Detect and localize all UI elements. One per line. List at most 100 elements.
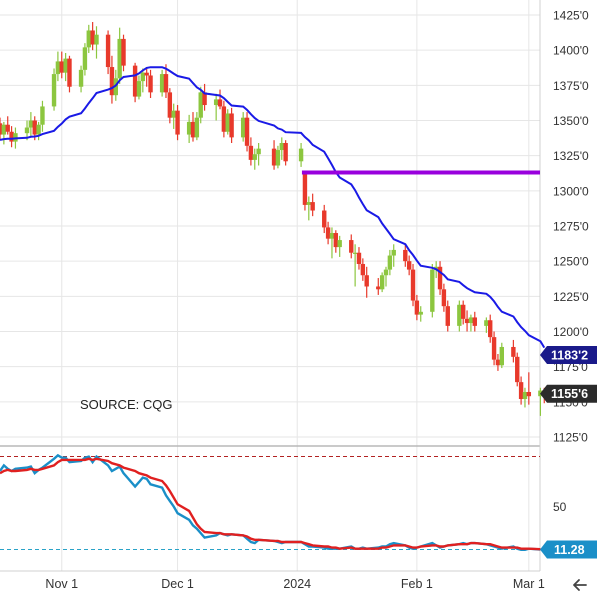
candle: [229, 107, 234, 144]
candle-body: [437, 266, 443, 290]
candle: [325, 221, 331, 245]
candle-body: [352, 252, 358, 254]
candle-body: [121, 38, 126, 66]
candle: [464, 310, 470, 332]
candle-body: [86, 30, 91, 48]
candle: [221, 100, 227, 138]
candle: [488, 314, 493, 343]
candle-body: [322, 210, 327, 228]
candle: [82, 43, 88, 76]
candle: [461, 300, 466, 325]
candle-body: [279, 143, 284, 151]
candle: [414, 294, 420, 321]
label-badge: [540, 540, 597, 559]
candle-body: [441, 289, 447, 307]
candle-body: [329, 233, 335, 239]
candle-body: [5, 124, 10, 132]
price-tick-label: 1300'0: [553, 184, 589, 198]
candle: [457, 300, 462, 332]
candle: [437, 261, 443, 295]
candle-body: [82, 47, 88, 70]
candle: [67, 55, 72, 93]
candle: [364, 266, 369, 298]
candle-body: [190, 121, 196, 138]
candle-body: [13, 133, 18, 142]
candle: [445, 300, 450, 332]
price-tick-label: 1425'0: [553, 9, 589, 23]
candle-body: [472, 317, 477, 326]
candle-body: [175, 110, 180, 135]
candle: [171, 103, 176, 129]
label-text: 1155'6: [551, 387, 588, 401]
candle: [55, 51, 61, 82]
candle-body: [252, 154, 257, 160]
candle-body: [248, 145, 254, 160]
candle: [105, 30, 111, 75]
ma-last-value-label: 1183'2: [540, 346, 597, 365]
candle-body: [240, 117, 246, 138]
candle-body: [410, 269, 416, 301]
candle-body: [484, 320, 489, 326]
candle: [5, 116, 10, 135]
candle-body: [144, 72, 149, 76]
candle: [1, 121, 7, 145]
candle-body: [383, 269, 389, 276]
candle-body: [244, 117, 250, 146]
candle: [491, 331, 497, 366]
candle-body: [78, 69, 84, 87]
candle-body: [159, 74, 165, 93]
candle-body: [461, 304, 466, 319]
candle-body: [59, 61, 64, 73]
candle: [275, 145, 281, 169]
candle-body: [40, 106, 45, 125]
candle: [175, 105, 180, 141]
candle: [121, 34, 126, 72]
candle-body: [515, 356, 520, 383]
candle-body: [356, 252, 362, 264]
candle: [78, 65, 84, 93]
candle-body: [310, 202, 315, 211]
date-tick-label: Nov 1: [45, 577, 78, 591]
candle: [468, 314, 474, 332]
back-arrow-icon[interactable]: [573, 579, 587, 591]
candle: [352, 244, 358, 287]
candle: [256, 143, 261, 166]
candle-body: [136, 81, 142, 97]
candle: [186, 114, 192, 144]
candle: [387, 249, 393, 276]
candle-body: [113, 78, 118, 96]
candles-layer: [0, 22, 547, 416]
candle-body: [36, 124, 41, 135]
price-tick-label: 1275'0: [553, 220, 589, 234]
moving-average-line: [0, 66, 546, 349]
candle: [51, 68, 57, 111]
candle-body: [518, 382, 524, 400]
candle-body: [63, 58, 68, 73]
candle: [217, 89, 223, 110]
candle-body: [376, 286, 381, 290]
date-tick-label: 2024: [283, 577, 311, 591]
candle: [522, 387, 528, 408]
candle-body: [163, 74, 169, 93]
date-tick-label: Feb 1: [401, 577, 433, 591]
price-axis-gutter: [540, 0, 599, 598]
candle: [518, 376, 524, 405]
candle: [144, 67, 149, 87]
candle-body: [167, 92, 173, 118]
candle: [140, 68, 146, 93]
candle-body: [433, 266, 439, 270]
candle-body: [198, 92, 203, 118]
candle-body: [1, 124, 7, 135]
candle-body: [28, 120, 34, 128]
candle-body: [491, 337, 497, 360]
candle: [391, 244, 396, 267]
candle-body: [387, 255, 393, 270]
candle-body: [360, 263, 366, 276]
candle: [329, 227, 335, 259]
candle: [403, 244, 408, 267]
label-text: 11.28: [554, 543, 585, 557]
candle: [302, 172, 308, 211]
candle: [499, 342, 504, 369]
